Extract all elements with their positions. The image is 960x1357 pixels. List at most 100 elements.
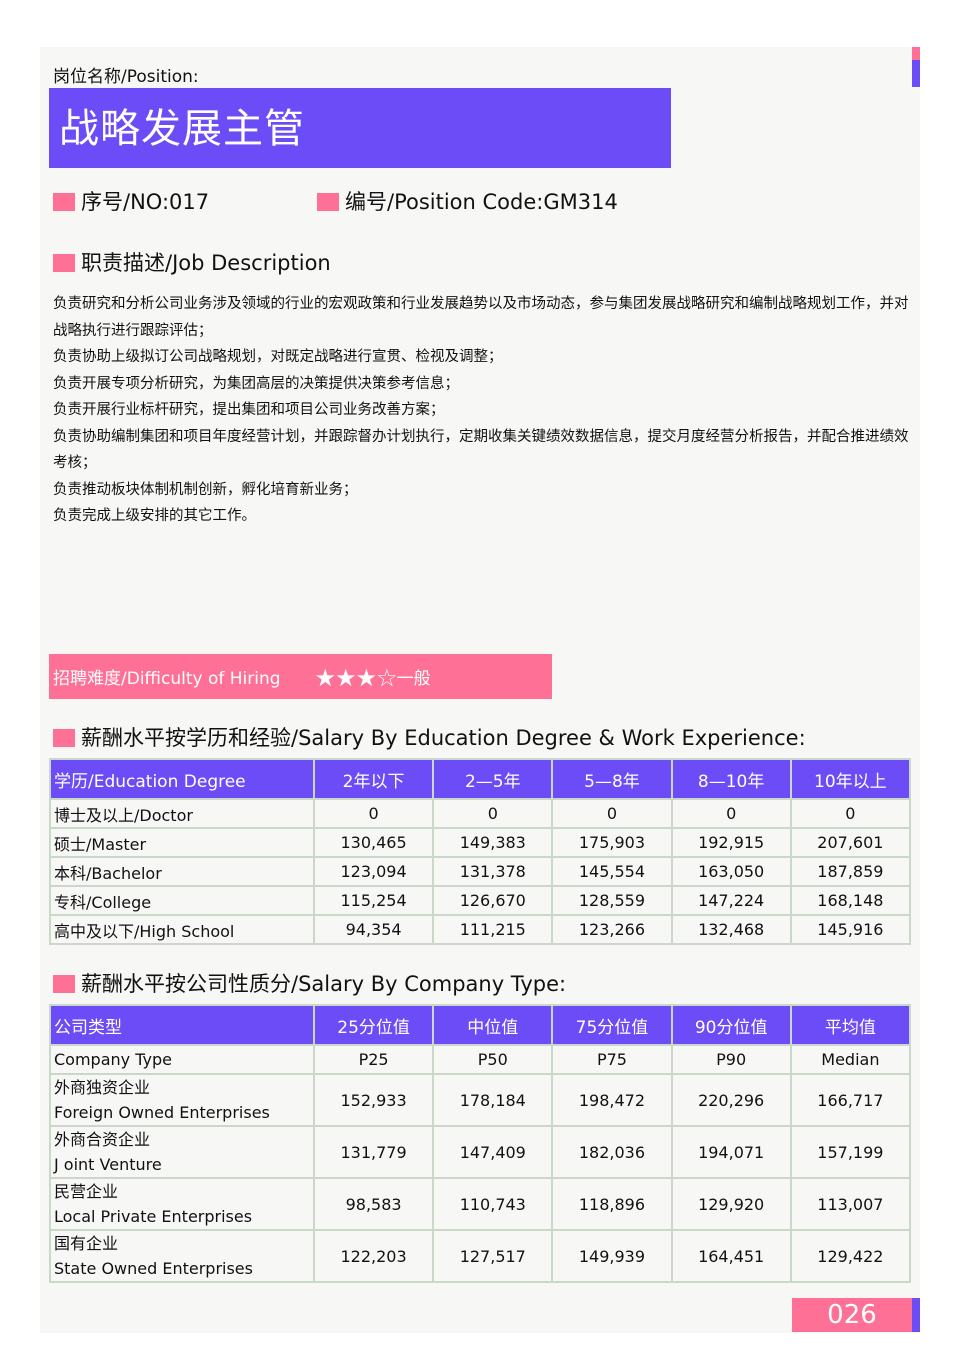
table-cell: 131,378 — [432, 856, 554, 887]
column-header: 8—10年 — [670, 758, 792, 800]
table-cell: 98,583 — [312, 1177, 435, 1231]
table-cell: 147,224 — [670, 885, 792, 916]
company-type-en: State Owned Enterprises — [54, 1259, 253, 1278]
table-cell: 131,779 — [312, 1125, 435, 1179]
table-row: 外商独资企业 Foreign Owned Enterprises 152,933 17… — [49, 1073, 912, 1127]
duty-line: 负责研究和分析公司业务涉及领域的行业的宏观政策和行业发展趋势以及市场动态，参与集… — [53, 296, 909, 339]
company-type-en: Local Private Enterprises — [54, 1207, 253, 1226]
table-row: 民营企业 Local Private Enterprises 98,583 110,7… — [49, 1177, 912, 1231]
table-cell: 115,254 — [312, 885, 435, 916]
table-cell: 0 — [432, 798, 554, 829]
hiring-difficulty-banner: 招聘难度/Difficulty of Hiring ★★★☆一般 — [49, 654, 552, 699]
table-cell: 152,933 — [312, 1073, 435, 1127]
table-header-row: 公司类型 25分位值 中位值 75分位值 90分位值 平均值 — [49, 1004, 912, 1046]
bullet-square-icon — [53, 975, 75, 993]
position-label: 岗位名称/Position: — [53, 67, 199, 87]
column-header: 25分位值 — [312, 1004, 435, 1046]
company-type-en: J oint Venture — [54, 1155, 162, 1174]
column-header: 5—8年 — [551, 758, 673, 800]
row-label: 本科/Bachelor — [49, 856, 315, 887]
column-header: 平均值 — [789, 1004, 912, 1046]
table-cell: 122,203 — [312, 1229, 435, 1283]
column-header: 中位值 — [432, 1004, 554, 1046]
table-cell: 94,354 — [312, 914, 435, 945]
table-row: 本科/Bachelor 123,094 131,378 145,554 163,050 1… — [49, 856, 912, 887]
hiring-difficulty-level: 一般 — [396, 669, 431, 689]
row-label: 高中及以下/High School — [49, 914, 315, 945]
table-row: 高中及以下/High School 94,354 111,215 123,266 132… — [49, 914, 912, 945]
salary-company-heading-text: 薪酬水平按公司性质分/Salary By Company Type: — [81, 972, 567, 996]
table-cell: 166,717 — [789, 1073, 912, 1127]
table-cell: 129,422 — [789, 1229, 912, 1283]
subheader-cell: P50 — [432, 1044, 554, 1075]
job-description-heading-text: 职责描述/Job Description — [81, 251, 331, 275]
table-cell: 123,266 — [551, 914, 673, 945]
table-cell: 111,215 — [432, 914, 554, 945]
subheader-cell: Median — [789, 1044, 912, 1075]
hiring-difficulty-label: 招聘难度/Difficulty of Hiring — [53, 669, 281, 689]
table-row: 博士及以上/Doctor 0 0 0 0 0 — [49, 798, 912, 829]
bullet-square-icon — [317, 193, 339, 211]
table-cell: 187,859 — [789, 856, 912, 887]
subheader-cell: P25 — [312, 1044, 435, 1075]
row-label: 外商合资企业 J oint Venture — [49, 1125, 315, 1179]
row-label: 国有企业 State Owned Enterprises — [49, 1229, 315, 1283]
bullet-square-icon — [53, 254, 75, 272]
duty-line: 负责协助编制集团和项目年度经营计划，并跟踪督办计划执行，定期收集关键绩效数据信息… — [53, 428, 909, 472]
duty-line: 负责开展行业标杆研究，提出集团和项目公司业务改善方案； — [53, 402, 445, 418]
page-number-accent — [912, 1298, 920, 1332]
table-cell: 157,199 — [789, 1125, 912, 1179]
table-cell: 145,916 — [789, 914, 912, 945]
accent-bar-purple — [912, 60, 920, 87]
star-rating-icon: ★★★☆ — [314, 664, 398, 692]
table-row: 外商合资企业 J oint Venture 131,779 147,409 182,03… — [49, 1125, 912, 1179]
table-cell: 0 — [312, 798, 435, 829]
table-cell: 127,517 — [432, 1229, 554, 1283]
table-cell: 175,903 — [551, 827, 673, 858]
table-cell: 194,071 — [670, 1125, 792, 1179]
job-description: 负责研究和分析公司业务涉及领域的行业的宏观政策和行业发展趋势以及市场动态，参与集… — [53, 291, 913, 530]
bullet-square-icon — [53, 193, 75, 211]
table-cell: 198,472 — [551, 1073, 673, 1127]
salary-company-table: 公司类型 25分位值 中位值 75分位值 90分位值 平均值 Company Type P2… — [49, 1004, 912, 1283]
serial-number-text: 序号/NO:017 — [81, 190, 210, 214]
subheader-cell: P75 — [551, 1044, 673, 1075]
position-code: 编号/Position Code:GM314 — [317, 186, 618, 216]
table-cell: 132,468 — [670, 914, 792, 945]
table-cell: 128,559 — [551, 885, 673, 916]
table-cell: 207,601 — [789, 827, 912, 858]
salary-education-table: 学历/Education Degree 2年以下 2—5年 5—8年 8—10年 10年以… — [49, 758, 912, 945]
duty-line: 负责开展专项分析研究，为集团高层的决策提供决策参考信息； — [53, 375, 459, 392]
table-cell: 0 — [551, 798, 673, 829]
table-cell: 0 — [789, 798, 912, 829]
page-title: 战略发展主管 — [49, 88, 671, 168]
table-cell: 163,050 — [670, 856, 792, 887]
position-code-text: 编号/Position Code:GM314 — [345, 190, 618, 214]
row-label: 硕士/Master — [49, 827, 315, 858]
table-cell: 164,451 — [670, 1229, 792, 1283]
accent-bar-pink — [912, 47, 920, 60]
table-row: 硕士/Master 130,465 149,383 175,903 192,915 207… — [49, 827, 912, 858]
table-cell: 168,148 — [789, 885, 912, 916]
subheader-row: Company Type P25 P50 P75 P90 Median — [49, 1044, 912, 1075]
table-header-row: 学历/Education Degree 2年以下 2—5年 5—8年 8—10年 10年以… — [49, 758, 912, 800]
column-header: 10年以上 — [789, 758, 912, 800]
salary-education-heading: 薪酬水平按学历和经验/Salary By Education Degree & … — [53, 722, 806, 752]
subheader-cell: Company Type — [49, 1044, 315, 1075]
duty-line: 负责协助上级拟订公司战略规划，对既定战略进行宣贯、检视及调整； — [53, 349, 503, 365]
company-type-cn: 国有企业 — [54, 1234, 119, 1253]
row-label: 博士及以上/Doctor — [49, 798, 315, 829]
table-cell: 123,094 — [312, 856, 435, 887]
salary-education-heading-text: 薪酬水平按学历和经验/Salary By Education Degree & … — [81, 726, 806, 750]
table-cell: 145,554 — [551, 856, 673, 887]
subheader-cell: P90 — [670, 1044, 792, 1075]
column-header: 90分位值 — [670, 1004, 792, 1046]
duty-line: 负责推动板块体制机制创新，孵化培育新业务； — [53, 481, 358, 498]
table-cell: 129,920 — [670, 1177, 792, 1231]
table-row: 专科/College 115,254 126,670 128,559 147,224 16… — [49, 885, 912, 916]
table-cell: 0 — [670, 798, 792, 829]
table-cell: 192,915 — [670, 827, 792, 858]
serial-number: 序号/NO:017 — [53, 186, 209, 216]
column-header: 学历/Education Degree — [49, 758, 315, 800]
table-cell: 130,465 — [312, 827, 435, 858]
